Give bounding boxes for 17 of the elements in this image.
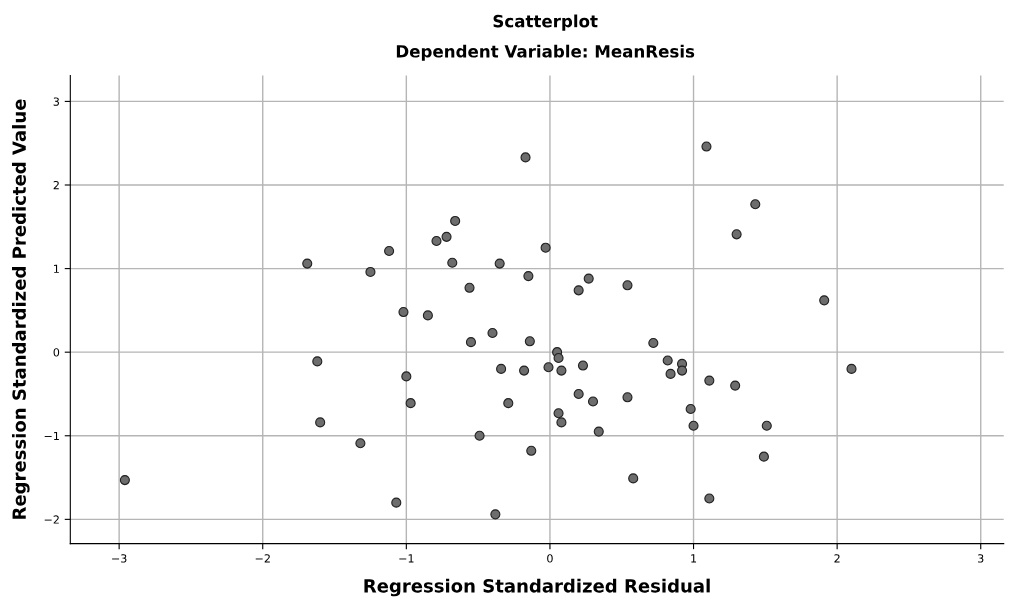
- y-tick-label: 3: [53, 97, 59, 106]
- chart-title: Scatterplot: [493, 14, 598, 31]
- x-tick-label: 1: [691, 554, 697, 563]
- x-tick-label: −3: [112, 554, 127, 563]
- y-tick-label: 2: [53, 180, 59, 190]
- x-tick-label: −2: [255, 554, 270, 563]
- x-axis-title: Regression Standardized Residual: [364, 578, 710, 597]
- y-tick-label: −1: [44, 431, 59, 440]
- x-tick-label: −1: [399, 554, 414, 563]
- y-tick-label: 0: [53, 348, 60, 357]
- y-tick-label: 1: [54, 264, 59, 273]
- x-tick-label: 2: [834, 554, 840, 563]
- y-axis-title: Regression Standardized Predicted Value: [12, 99, 30, 519]
- chart-subtitle: Dependent Variable: MeanResis: [396, 44, 695, 61]
- y-tick-label: −2: [44, 515, 59, 524]
- x-tick-label: 3: [978, 554, 984, 563]
- x-tick-label: 0: [547, 554, 553, 563]
